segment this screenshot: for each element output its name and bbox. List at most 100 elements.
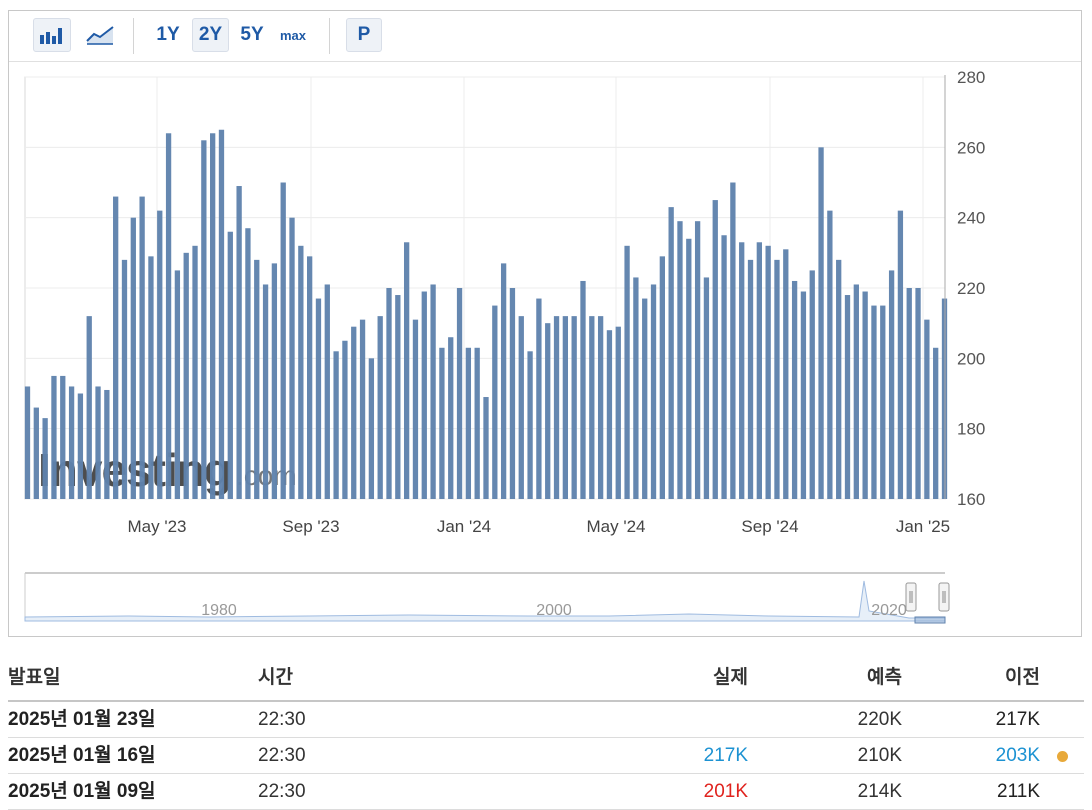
bar[interactable] <box>245 228 251 499</box>
bar[interactable] <box>756 242 762 499</box>
bar[interactable] <box>95 386 101 499</box>
bar[interactable] <box>818 147 824 499</box>
bar[interactable] <box>924 319 930 499</box>
bar[interactable] <box>130 217 136 500</box>
bar[interactable] <box>721 235 727 499</box>
bar[interactable] <box>703 277 710 499</box>
bar[interactable] <box>933 347 939 499</box>
bar[interactable] <box>218 129 225 499</box>
bar[interactable] <box>686 238 692 499</box>
navigator-handle[interactable] <box>938 582 950 612</box>
bar[interactable] <box>324 284 330 499</box>
bar[interactable] <box>359 319 366 499</box>
bar[interactable] <box>562 316 569 499</box>
bar[interactable] <box>888 270 895 499</box>
bar[interactable] <box>509 288 516 499</box>
bar[interactable] <box>377 316 383 499</box>
bar[interactable] <box>615 326 621 499</box>
bar[interactable] <box>500 263 507 499</box>
bar[interactable] <box>333 351 339 499</box>
bar[interactable] <box>183 252 189 499</box>
bar[interactable] <box>545 323 551 499</box>
bar[interactable] <box>527 351 533 499</box>
bar[interactable] <box>800 291 807 499</box>
bar[interactable] <box>650 284 657 499</box>
bar[interactable] <box>315 298 322 499</box>
bar[interactable] <box>139 196 145 499</box>
bar[interactable] <box>439 347 445 499</box>
bar[interactable] <box>747 259 754 499</box>
bar[interactable] <box>853 284 859 499</box>
bar[interactable] <box>765 245 771 499</box>
bar[interactable] <box>597 316 604 499</box>
bar[interactable] <box>871 305 877 499</box>
bar[interactable] <box>210 133 216 499</box>
bar[interactable] <box>104 389 110 499</box>
bar[interactable] <box>571 316 577 499</box>
bar[interactable] <box>254 259 260 499</box>
bar[interactable] <box>165 133 172 499</box>
bar[interactable] <box>730 182 736 500</box>
bar-chart-button[interactable] <box>33 18 71 52</box>
bar[interactable] <box>897 210 904 499</box>
bar[interactable] <box>774 259 780 499</box>
bar[interactable] <box>518 316 524 499</box>
bar[interactable] <box>148 256 154 499</box>
bar[interactable] <box>201 140 207 500</box>
bar[interactable] <box>227 231 233 500</box>
bar[interactable] <box>421 291 427 499</box>
bar[interactable] <box>236 186 242 499</box>
bar[interactable] <box>448 337 454 499</box>
bar[interactable] <box>271 263 278 499</box>
bar[interactable] <box>633 277 639 499</box>
bar[interactable] <box>280 182 286 500</box>
bar[interactable] <box>712 200 718 499</box>
bar[interactable] <box>51 375 57 499</box>
bar[interactable] <box>553 316 560 499</box>
bar[interactable] <box>77 393 84 500</box>
bar[interactable] <box>386 288 392 499</box>
bar[interactable] <box>474 347 480 499</box>
bar[interactable] <box>836 259 842 499</box>
bar[interactable] <box>915 288 921 499</box>
bar[interactable] <box>24 386 31 499</box>
bar[interactable] <box>827 210 833 499</box>
navigator-selection[interactable] <box>914 616 946 624</box>
bar[interactable] <box>906 288 912 499</box>
bar[interactable] <box>307 256 313 499</box>
bar[interactable] <box>536 298 542 499</box>
bar[interactable] <box>642 298 648 499</box>
bar[interactable] <box>844 295 851 499</box>
bar[interactable] <box>492 305 498 499</box>
range-5y-button[interactable]: 5Y <box>235 18 269 52</box>
bar[interactable] <box>880 305 886 499</box>
bar[interactable] <box>659 256 665 499</box>
bar[interactable] <box>403 242 410 499</box>
bar[interactable] <box>456 288 463 499</box>
bar[interactable] <box>483 397 489 499</box>
navigator-handle[interactable] <box>905 582 917 612</box>
bar[interactable] <box>157 210 163 499</box>
bar[interactable] <box>589 316 595 499</box>
bar[interactable] <box>809 270 815 499</box>
bar[interactable] <box>580 280 586 499</box>
bar[interactable] <box>192 245 198 499</box>
bar[interactable] <box>465 347 472 499</box>
p-button[interactable]: P <box>346 18 382 52</box>
bar[interactable] <box>412 319 419 499</box>
bar[interactable] <box>668 207 674 499</box>
bar[interactable] <box>68 386 75 499</box>
bar[interactable] <box>791 280 798 499</box>
range-1y-button[interactable]: 1Y <box>151 18 185 52</box>
bar[interactable] <box>606 330 613 499</box>
bar[interactable] <box>60 375 66 499</box>
bar[interactable] <box>368 358 375 499</box>
bar[interactable] <box>395 295 401 499</box>
revision-dot-icon[interactable] <box>1057 751 1068 762</box>
bar[interactable] <box>113 196 119 499</box>
bar[interactable] <box>33 407 39 499</box>
range-max-button[interactable]: max <box>275 18 311 52</box>
bar[interactable] <box>42 418 48 499</box>
bar[interactable] <box>694 221 701 499</box>
line-chart-button[interactable] <box>81 18 119 52</box>
